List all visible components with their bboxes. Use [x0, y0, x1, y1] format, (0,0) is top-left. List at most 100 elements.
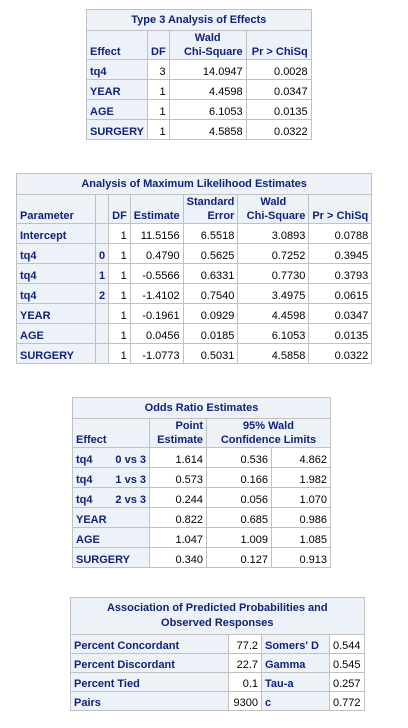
mle-header-df: DF [108, 209, 131, 224]
type3-p: 0.0322 [245, 119, 312, 140]
mle-param: tq4 [16, 263, 96, 284]
mle-estimate: -0.5566 [129, 263, 184, 284]
type3-header-effect: Effect [86, 45, 148, 60]
mle-level: 2 [94, 283, 110, 304]
type3-df: 1 [147, 79, 170, 100]
table-row: tq4 0 1 0.4790 0.5625 0.7252 0.3945 [16, 243, 373, 264]
table-row: Percent Tied 0.1 Tau-a 0.257 [70, 672, 365, 692]
mle-param: SURGERY [16, 343, 96, 364]
odds-header-ci: Confidence Limits [206, 433, 331, 448]
mle-estimate: 11.5156 [129, 223, 184, 244]
mle-se: 0.0929 [182, 303, 239, 324]
odds-lower: 0.536 [206, 447, 272, 468]
odds-lower: 0.166 [206, 467, 272, 488]
mle-estimate: -1.0773 [129, 343, 184, 364]
mle-header-est-spacer [129, 194, 184, 209]
mle-header-level-spacer [94, 194, 110, 209]
odds-header-estimate: Estimate [149, 433, 207, 448]
assoc-value: 0.1 [228, 672, 262, 692]
odds-effect: tq4 [72, 447, 103, 468]
mle-estimate: 0.4790 [129, 243, 184, 264]
type3-header-chisq: Chi-Square [168, 45, 247, 60]
mle-se: 0.5031 [182, 343, 239, 364]
type3-header-wald: Wald [168, 30, 247, 45]
type3-effect: YEAR [86, 79, 148, 100]
table-row: tq4 3 14.0947 0.0028 [86, 59, 312, 80]
assoc-title: Association of Predicted Probabilities a… [70, 597, 365, 635]
type3-p: 0.0028 [245, 59, 312, 80]
type3-effect: AGE [86, 99, 148, 120]
odds-table: Odds Ratio Estimates Point 95% Wald Effe… [72, 397, 331, 568]
type3-table: Type 3 Analysis of Effects Wald Effect D… [86, 9, 312, 140]
odds-estimate: 0.573 [149, 467, 207, 488]
type3-header-p: Pr > ChiSq [245, 45, 312, 60]
odds-comparison: 2 vs 3 [103, 487, 150, 508]
type3-header-p-spacer [245, 30, 312, 45]
type3-p: 0.0347 [245, 79, 312, 100]
mle-df: 1 [108, 323, 131, 344]
mle-df: 1 [108, 223, 131, 244]
mle-chisq: 4.5858 [237, 343, 310, 364]
odds-effect: AGE [72, 527, 150, 548]
odds-header-point: Point [149, 418, 207, 433]
table-row: Percent Concordant 77.2 Somers' D 0.544 [70, 634, 365, 654]
odds-header-ci-top: 95% Wald [206, 418, 331, 433]
assoc-stat-value: 0.544 [329, 634, 365, 654]
assoc-title-line2: Observed Responses [161, 617, 274, 629]
odds-estimate: 1.614 [149, 447, 207, 468]
mle-df: 1 [108, 263, 131, 284]
odds-upper: 1.085 [271, 527, 331, 548]
assoc-table: Association of Predicted Probabilities a… [70, 597, 365, 711]
odds-effect: tq4 [72, 487, 103, 508]
odds-lower: 0.056 [206, 487, 272, 508]
type3-header-df-spacer [147, 30, 170, 45]
odds-effect: SURGERY [72, 547, 150, 568]
odds-upper: 0.986 [271, 507, 331, 528]
odds-title: Odds Ratio Estimates [72, 397, 331, 419]
mle-df: 1 [108, 343, 131, 364]
type3-effect: SURGERY [86, 119, 148, 140]
mle-p: 0.0347 [308, 303, 373, 324]
type3-p: 0.0135 [245, 99, 312, 120]
mle-chisq: 3.4975 [237, 283, 310, 304]
mle-estimate: -0.1961 [129, 303, 184, 324]
mle-estimate: -1.4102 [129, 283, 184, 304]
odds-upper: 4.862 [271, 447, 331, 468]
mle-p: 0.0135 [308, 323, 373, 344]
mle-level: 1 [94, 263, 110, 284]
mle-header-estimate: Estimate [129, 209, 184, 224]
table-row: tq4 2 vs 3 0.244 0.056 1.070 [72, 487, 331, 508]
odds-comparison: 1 vs 3 [103, 467, 150, 488]
mle-header-level [94, 209, 110, 224]
assoc-value: 9300 [228, 691, 262, 711]
mle-title: Analysis of Maximum Likelihood Estimates [15, 173, 373, 195]
mle-level [94, 303, 110, 324]
table-row: YEAR 0.822 0.685 0.986 [72, 507, 331, 528]
assoc-stat-value: 0.772 [329, 691, 365, 711]
mle-se: 0.6331 [182, 263, 239, 284]
assoc-label: Percent Discordant [70, 653, 229, 673]
odds-header-effect: Effect [72, 433, 150, 448]
odds-lower: 1.009 [206, 527, 272, 548]
table-row: AGE 1 0.0456 0.0185 6.1053 0.0135 [16, 323, 373, 344]
mle-df: 1 [108, 243, 131, 264]
mle-level [94, 343, 110, 364]
type3-header-effect-spacer [86, 30, 148, 45]
table-row: tq4 1 1 -0.5566 0.6331 0.7730 0.3793 [16, 263, 373, 284]
odds-upper: 1.982 [271, 467, 331, 488]
mle-chisq: 4.4598 [237, 303, 310, 324]
type3-chisq: 14.0947 [168, 59, 247, 80]
odds-effect: tq4 [72, 467, 103, 488]
mle-chisq: 3.0893 [237, 223, 310, 244]
odds-estimate: 0.340 [149, 547, 207, 568]
mle-param: YEAR [16, 303, 96, 324]
mle-header-param-spacer [16, 194, 96, 209]
mle-p: 0.0615 [308, 283, 373, 304]
table-row: Percent Discordant 22.7 Gamma 0.545 [70, 653, 365, 673]
mle-param: Intercept [16, 223, 96, 244]
assoc-title-line1: Association of Predicted Probabilities a… [106, 602, 328, 614]
odds-comparison: 0 vs 3 [103, 447, 150, 468]
odds-estimate: 1.047 [149, 527, 207, 548]
type3-df: 1 [147, 119, 170, 140]
mle-level: 0 [94, 243, 110, 264]
